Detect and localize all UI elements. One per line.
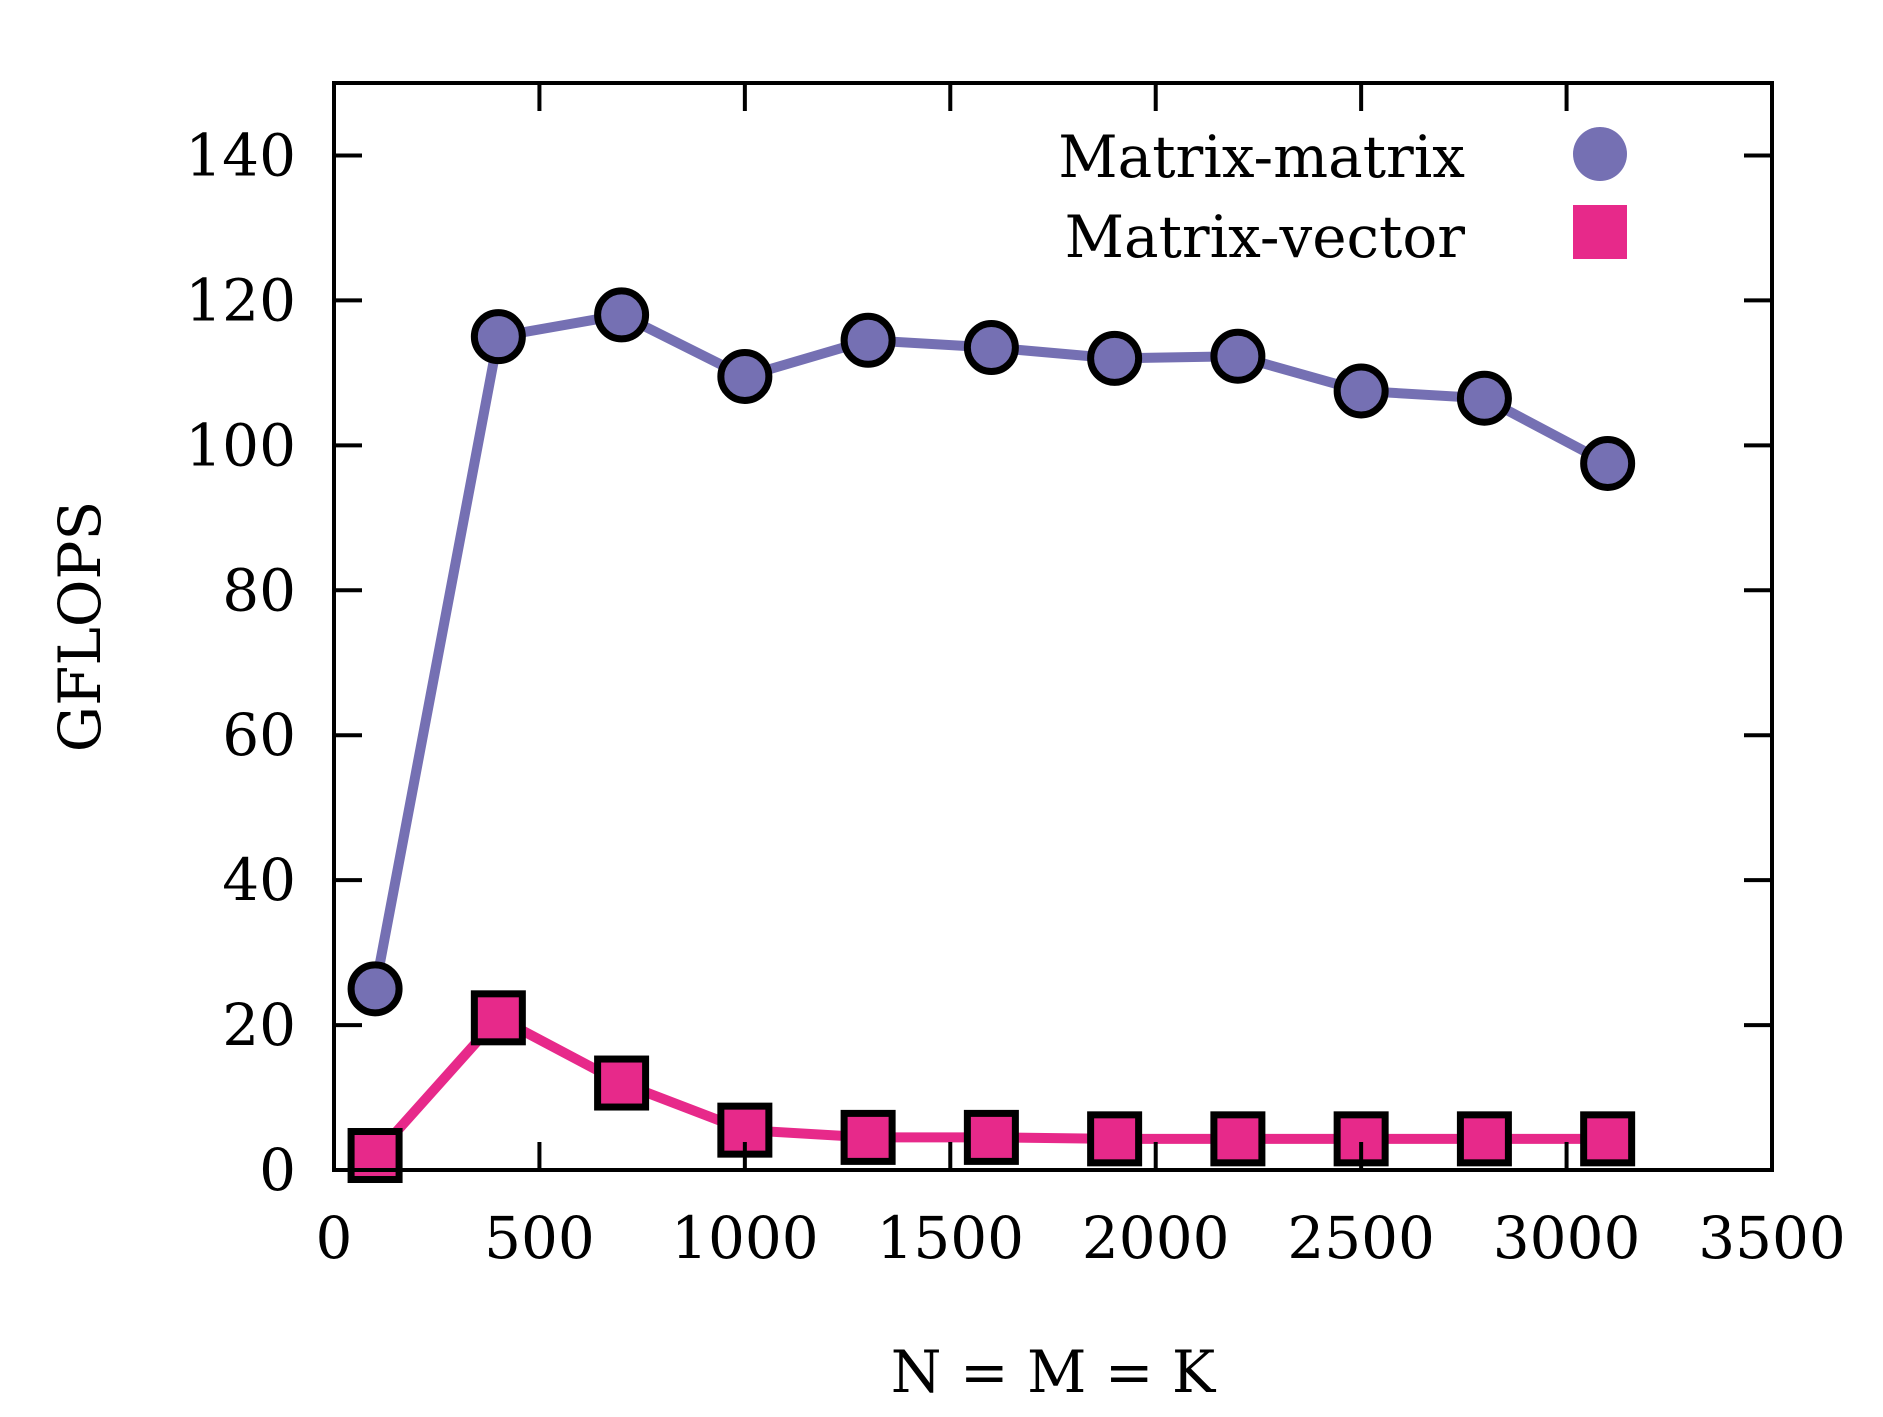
x-tick-label: 3500 — [1698, 1204, 1846, 1272]
data-point-matrix-vector — [1456, 1111, 1512, 1167]
legend-marker-circle — [1573, 127, 1627, 181]
x-tick-label: 2500 — [1287, 1204, 1435, 1272]
data-point-matrix-matrix — [1580, 435, 1636, 491]
data-point-matrix-matrix — [1333, 363, 1389, 419]
plot-frame — [332, 81, 1774, 1172]
y-tick-label: 0 — [259, 1136, 296, 1204]
legend-label-matrix-matrix: Matrix-matrix — [1058, 123, 1465, 191]
y-tick-label: 60 — [222, 701, 296, 769]
x-tick-label: 3000 — [1493, 1204, 1641, 1272]
y-tick-label: 20 — [222, 991, 296, 1059]
data-point-matrix-matrix — [1456, 370, 1512, 426]
axis-ticks — [332, 83, 1774, 1172]
y-axis-title: GFLOPS — [46, 501, 114, 752]
data-point-matrix-vector — [470, 990, 526, 1046]
data-point-matrix-vector — [594, 1055, 650, 1111]
data-point-matrix-vector — [1087, 1111, 1143, 1167]
data-point-matrix-matrix — [594, 287, 650, 343]
data-point-matrix-matrix — [717, 348, 773, 404]
y-tick-label: 100 — [185, 411, 296, 479]
x-tick-label: 1500 — [876, 1204, 1024, 1272]
x-tick-label: 0 — [316, 1204, 353, 1272]
data-point-matrix-matrix — [1210, 328, 1266, 384]
data-point-matrix-vector — [840, 1109, 896, 1165]
series-lines — [370, 309, 1610, 1159]
data-point-matrix-matrix — [963, 320, 1019, 376]
data-point-matrix-matrix — [840, 312, 896, 368]
data-point-matrix-vector — [1333, 1111, 1389, 1167]
legend-marker-square — [1573, 205, 1627, 259]
data-point-matrix-vector — [1210, 1111, 1266, 1167]
data-point-matrix-vector — [347, 1128, 403, 1184]
x-axis-title: N = M = K — [891, 1338, 1217, 1406]
legend: Matrix-matrix Matrix-vector — [1058, 123, 1627, 271]
y-tick-label: 80 — [222, 556, 296, 624]
tick-labels: 0 500 1000 1500 2000 2500 3000 3500 0 20 40 60 80 100… — [185, 121, 1846, 1272]
data-point-matrix-vector — [963, 1109, 1019, 1165]
series-markers — [347, 287, 1636, 1184]
data-point-matrix-matrix — [347, 961, 403, 1017]
data-point-matrix-matrix — [1087, 330, 1143, 386]
data-point-matrix-matrix — [470, 309, 526, 365]
data-point-matrix-vector — [1580, 1111, 1636, 1167]
y-tick-label: 140 — [185, 121, 296, 189]
x-tick-label: 1000 — [671, 1204, 819, 1272]
y-tick-label: 120 — [185, 266, 296, 334]
legend-label-matrix-vector: Matrix-vector — [1065, 203, 1466, 271]
x-tick-label: 500 — [484, 1204, 595, 1272]
x-tick-label: 2000 — [1082, 1204, 1230, 1272]
y-tick-label: 40 — [222, 846, 296, 914]
series-line-0 — [370, 309, 1610, 990]
